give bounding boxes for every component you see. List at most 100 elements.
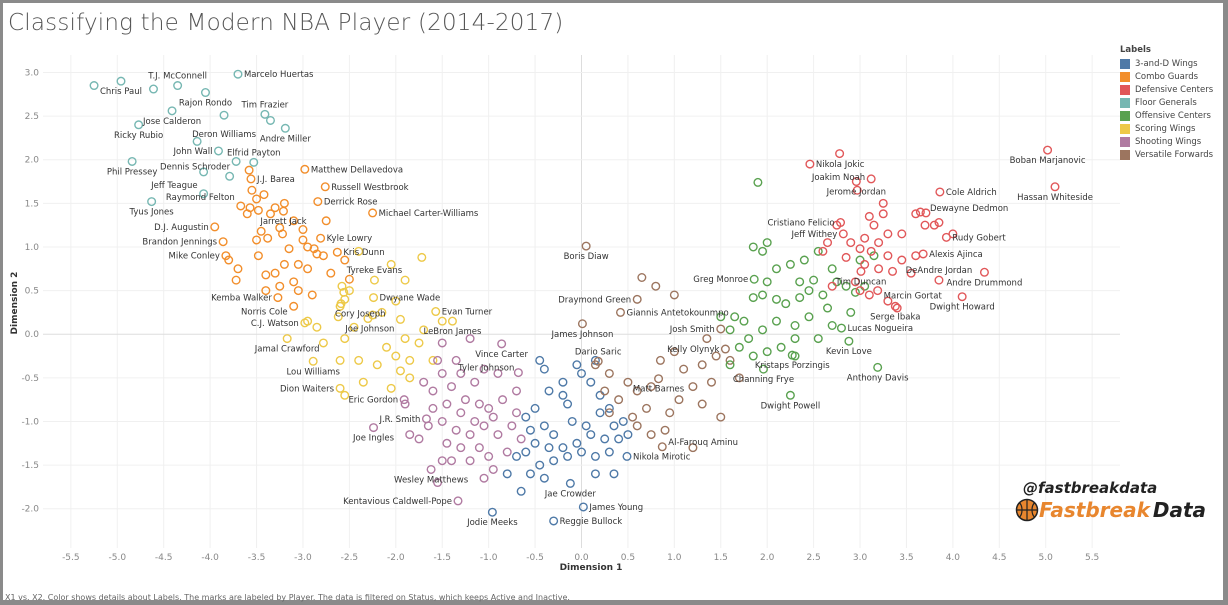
player-point[interactable] bbox=[600, 386, 610, 396]
player-point[interactable] bbox=[479, 364, 489, 374]
player-point[interactable] bbox=[716, 412, 726, 422]
player-point[interactable] bbox=[465, 334, 475, 344]
player-point[interactable] bbox=[572, 438, 582, 448]
player-point[interactable] bbox=[762, 347, 772, 357]
player-point[interactable] bbox=[465, 456, 475, 466]
player-point[interactable] bbox=[354, 355, 364, 365]
player-point[interactable] bbox=[749, 274, 759, 284]
player-point[interactable] bbox=[167, 106, 177, 116]
player-point[interactable] bbox=[874, 264, 884, 274]
player-point[interactable] bbox=[873, 286, 883, 296]
player-point[interactable] bbox=[213, 146, 223, 156]
player-point[interactable] bbox=[512, 451, 522, 461]
player-point[interactable] bbox=[632, 294, 642, 304]
player-point[interactable] bbox=[231, 275, 241, 285]
player-point[interactable] bbox=[730, 312, 740, 322]
player-point[interactable] bbox=[563, 451, 573, 461]
player-point[interactable] bbox=[655, 355, 665, 365]
player-point[interactable] bbox=[437, 456, 447, 466]
player-point[interactable] bbox=[259, 190, 269, 200]
player-point[interactable] bbox=[623, 377, 633, 387]
player-point[interactable] bbox=[289, 301, 299, 311]
player-point[interactable] bbox=[358, 377, 368, 387]
player-point[interactable] bbox=[233, 264, 243, 274]
player-point[interactable] bbox=[771, 294, 781, 304]
player-point[interactable] bbox=[864, 211, 874, 221]
player-point[interactable] bbox=[368, 310, 378, 320]
player-point[interactable] bbox=[813, 334, 823, 344]
player-point[interactable] bbox=[758, 364, 768, 374]
player-point[interactable] bbox=[835, 149, 845, 159]
scatter-plot[interactable]: -5.5 -5.0 -4.5 -4.0 -3.5 -3.0 -2.5 -2.0 -1.5 -1.0… bbox=[3, 3, 1223, 600]
player-point[interactable] bbox=[252, 235, 262, 245]
player-point[interactable] bbox=[688, 443, 698, 453]
player-point[interactable] bbox=[679, 364, 689, 374]
player-point[interactable] bbox=[405, 373, 415, 383]
player-point[interactable] bbox=[866, 174, 876, 184]
player-point[interactable] bbox=[479, 421, 489, 431]
player-point[interactable] bbox=[465, 430, 475, 440]
player-point[interactable] bbox=[377, 307, 387, 317]
player-point[interactable] bbox=[897, 229, 907, 239]
player-point[interactable] bbox=[595, 390, 605, 400]
player-point[interactable] bbox=[716, 324, 726, 334]
player-point[interactable] bbox=[414, 434, 424, 444]
player-point[interactable] bbox=[618, 416, 628, 426]
player-point[interactable] bbox=[368, 208, 378, 218]
player-point[interactable] bbox=[399, 395, 409, 405]
player-point[interactable] bbox=[470, 377, 480, 387]
player-point[interactable] bbox=[273, 293, 283, 303]
player-point[interactable] bbox=[935, 187, 945, 197]
player-point[interactable] bbox=[632, 421, 642, 431]
player-point[interactable] bbox=[253, 251, 263, 261]
player-point[interactable] bbox=[453, 496, 463, 506]
player-point[interactable] bbox=[419, 377, 429, 387]
player-point[interactable] bbox=[539, 473, 549, 483]
player-point[interactable] bbox=[447, 456, 457, 466]
player-point[interactable] bbox=[818, 246, 828, 256]
player-point[interactable] bbox=[846, 307, 856, 317]
player-point[interactable] bbox=[841, 252, 851, 262]
player-point[interactable] bbox=[210, 222, 220, 232]
player-point[interactable] bbox=[799, 255, 809, 265]
player-point[interactable] bbox=[414, 338, 424, 348]
player-point[interactable] bbox=[878, 198, 888, 208]
player-point[interactable] bbox=[781, 299, 791, 309]
player-point[interactable] bbox=[614, 434, 624, 444]
player-point[interactable] bbox=[838, 229, 848, 239]
player-point[interactable] bbox=[309, 244, 319, 254]
player-point[interactable] bbox=[804, 286, 814, 296]
player-point[interactable] bbox=[313, 197, 323, 207]
player-point[interactable] bbox=[474, 443, 484, 453]
player-point[interactable] bbox=[725, 360, 735, 370]
player-point[interactable] bbox=[744, 334, 754, 344]
player-point[interactable] bbox=[513, 368, 523, 378]
player-point[interactable] bbox=[669, 290, 679, 300]
legend-item[interactable]: Combo Guards bbox=[1120, 70, 1213, 83]
player-point[interactable] bbox=[911, 251, 921, 261]
player-point[interactable] bbox=[261, 286, 271, 296]
player-point[interactable] bbox=[921, 208, 931, 218]
player-point[interactable] bbox=[758, 325, 768, 335]
player-point[interactable] bbox=[623, 430, 633, 440]
player-point[interactable] bbox=[447, 382, 457, 392]
player-point[interactable] bbox=[300, 318, 310, 328]
player-point[interactable] bbox=[549, 430, 559, 440]
player-point[interactable] bbox=[632, 386, 642, 396]
player-point[interactable] bbox=[395, 314, 405, 324]
player-point[interactable] bbox=[369, 293, 379, 303]
player-point[interactable] bbox=[484, 451, 494, 461]
player-point[interactable] bbox=[855, 286, 865, 296]
player-point[interactable] bbox=[860, 233, 870, 243]
player-point[interactable] bbox=[813, 246, 823, 256]
player-point[interactable] bbox=[934, 218, 944, 228]
player-point[interactable] bbox=[578, 502, 588, 512]
player-point[interactable] bbox=[706, 377, 716, 387]
player-point[interactable] bbox=[604, 408, 614, 418]
player-point[interactable] bbox=[530, 403, 540, 413]
player-point[interactable] bbox=[795, 293, 805, 303]
player-point[interactable] bbox=[312, 249, 322, 259]
player-point[interactable] bbox=[734, 342, 744, 352]
player-point[interactable] bbox=[507, 421, 517, 431]
player-point[interactable] bbox=[428, 355, 438, 365]
